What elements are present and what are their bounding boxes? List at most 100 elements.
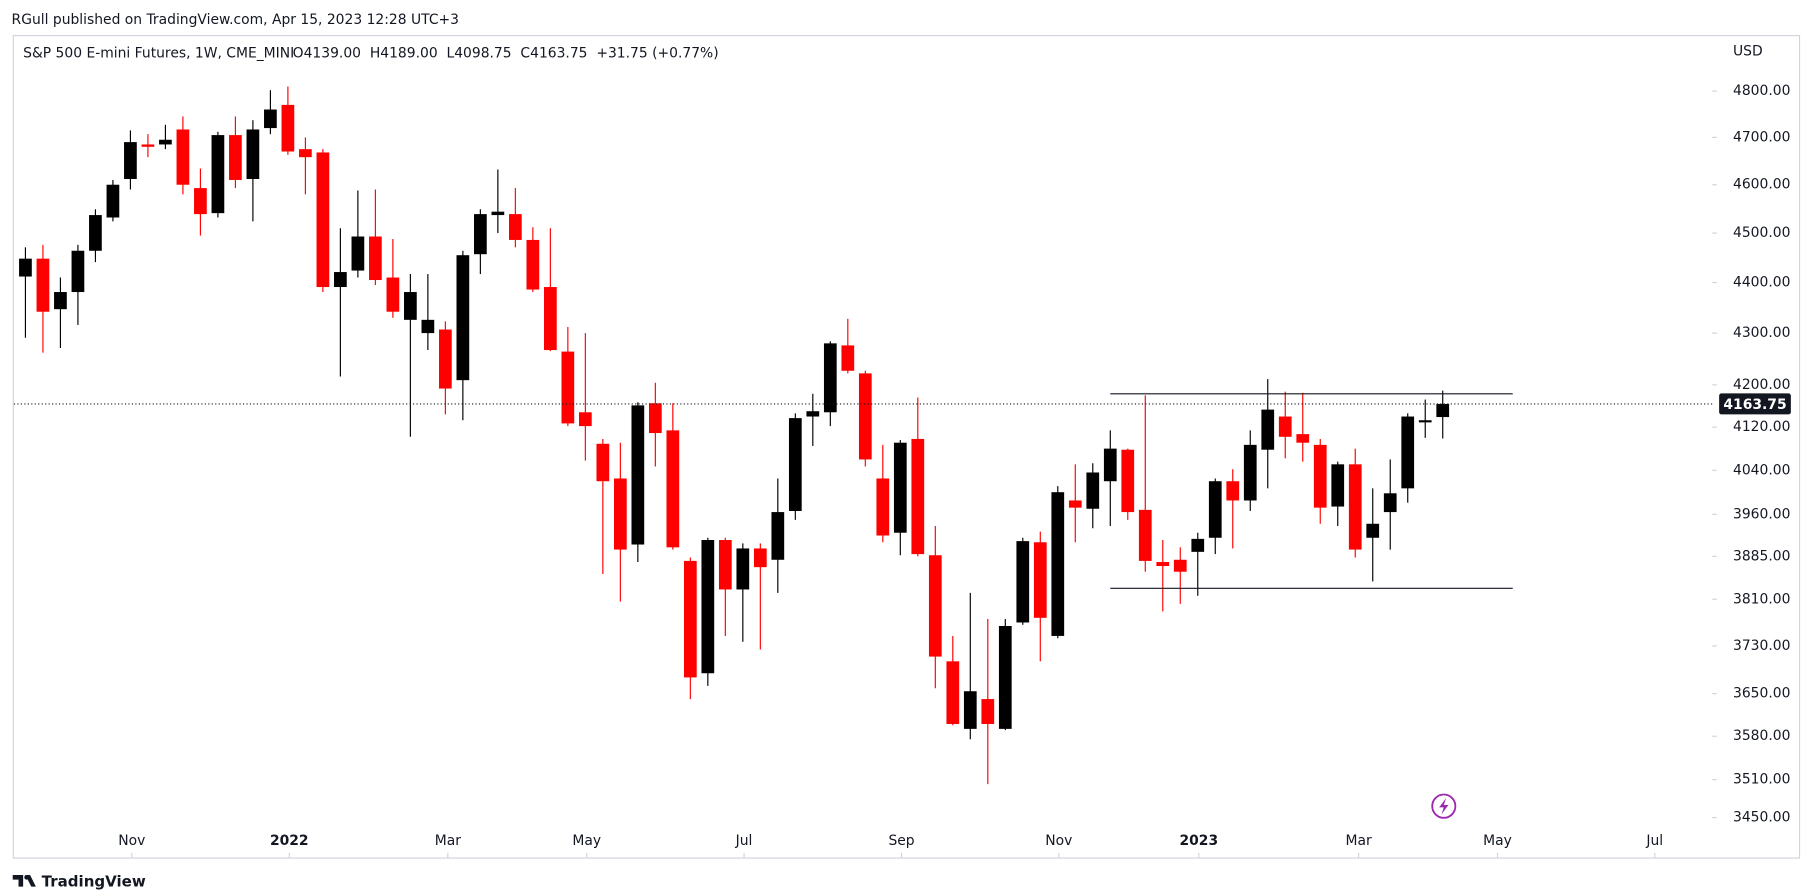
candle-body [1348,464,1362,550]
candle-body [701,540,715,674]
candle-body [631,405,645,545]
candle-body [334,272,347,288]
candle-body [281,104,295,152]
candle-body [736,548,750,590]
candle-body [928,555,942,657]
candle-body [19,258,32,277]
candle-body [753,548,767,568]
candle-body [1296,434,1310,443]
candle-body [1366,523,1380,538]
candle-body [124,142,137,180]
candle-body [141,144,155,147]
candle-body [683,560,697,678]
candle-body [421,319,435,334]
currency: USD [1733,43,1763,59]
candle-body [299,149,312,158]
x-tick-label: Nov [1045,833,1072,849]
y-tick-label: 4500.00 [1733,225,1790,241]
price-label: 4163.75 [1723,397,1786,413]
candle-body [1086,472,1100,509]
candle-body [89,215,102,251]
candle-body [788,418,802,511]
candle-body [316,152,330,288]
candle-body [1261,409,1275,450]
icon-bolt[interactable] [1439,798,1449,815]
candle-body [54,292,67,310]
candle-body [771,512,785,560]
candle-body [1278,416,1292,437]
candle-body [491,211,505,216]
frame [12,35,1801,859]
y-tick-label: 3510.00 [1733,772,1790,788]
candle-body [1033,542,1047,618]
logo-dot [24,875,29,880]
candle-body [246,129,260,180]
candle-body [578,412,592,427]
candle-body [648,403,662,434]
x-tick-label: Jul [735,833,753,849]
candle-body [1208,481,1222,538]
y-tick-label: 4800.00 [1733,83,1790,99]
candle-body [1138,509,1152,561]
y-tick-label: 4200.00 [1733,377,1790,393]
chart-title: S&P 500 E-mini Futures, 1W, CME_MINI [23,46,294,62]
candle-body [1173,559,1187,572]
y-tick-label: 4040.00 [1733,462,1790,478]
x-tick-label: Jul [1645,833,1663,849]
candle-body [1016,541,1030,623]
candle-body [439,329,452,389]
y-tick-label: 3450.00 [1733,810,1790,826]
candle-body [543,287,557,351]
candle-body [508,214,522,240]
x-tick-label: Mar [435,833,461,849]
y-tick-label: 4700.00 [1733,129,1790,145]
candle-body [351,236,365,271]
candle-body [1156,562,1170,567]
candle-body [526,239,540,290]
x-tick-label: 2023 [1179,833,1218,849]
brand: TradingView [42,872,146,890]
candle-body [176,129,190,185]
candle-body [1051,492,1065,636]
x-tick-label: Mar [1345,833,1371,849]
candle-body [876,478,890,536]
candle-body [36,258,50,312]
candle-body [981,699,995,724]
candle-body [1313,444,1327,508]
y-tick-label: 4600.00 [1733,177,1790,193]
y-tick-label: 4400.00 [1733,274,1790,290]
candle-body [1068,500,1082,508]
candle-body [1436,403,1450,418]
x-tick-label: 2022 [270,833,309,849]
candle-body [1418,420,1432,423]
candle-body [404,292,417,320]
lightning-icon[interactable] [1431,793,1457,819]
y-tick-label: 3810.00 [1733,591,1790,607]
x-tick-label: May [572,833,601,849]
candle-body [474,214,487,255]
brand-logo [12,875,36,887]
candle-body [386,277,400,312]
y-tick-label: 3580.00 [1733,728,1790,744]
candle-body [194,188,207,215]
candle-body [893,442,907,533]
candle-body [718,540,732,590]
candle-body [159,139,172,145]
candle-body [456,255,470,381]
candle-body [229,135,242,180]
candle-body [1401,416,1415,489]
icon-circle[interactable] [1431,793,1457,819]
y-tick-label: 4300.00 [1733,325,1790,341]
x-tick-label: Nov [118,833,145,849]
y-tick-label: 3730.00 [1733,638,1790,654]
candle-body [1121,449,1135,513]
candles [19,86,1450,785]
x-tick-label: May [1483,833,1512,849]
candle-body [806,411,820,417]
publisher: RGull published on TradingView.com, Apr … [12,12,459,28]
candle-body [1383,493,1397,513]
candle-body [666,430,680,548]
